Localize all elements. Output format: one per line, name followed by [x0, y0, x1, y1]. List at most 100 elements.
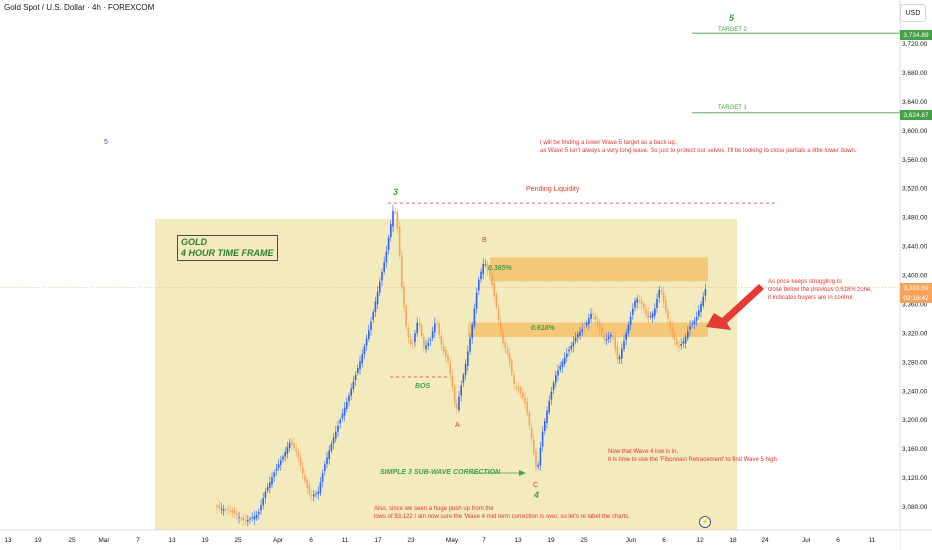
candle-body: [656, 299, 658, 309]
candle-body: [418, 323, 421, 326]
candle-body: [581, 329, 583, 332]
y-tick-label: 3,360.00: [902, 301, 928, 308]
candle-body: [286, 447, 289, 454]
candle-body: [614, 337, 616, 349]
currency-button[interactable]: USD: [900, 4, 926, 22]
candle-body: [654, 308, 656, 316]
candle-body: [570, 345, 572, 350]
candle-body: [271, 477, 273, 485]
candle-body: [482, 263, 484, 274]
candle-body: [557, 370, 559, 376]
candle-body: [253, 516, 256, 520]
candle-body: [405, 306, 407, 327]
candle-body: [220, 508, 223, 510]
candle-body: [251, 517, 253, 519]
candle-body: [352, 381, 355, 390]
candle-body: [354, 374, 357, 381]
note-relabel-line2: lows of $3,122 I am now sure the 'Wave 4…: [374, 514, 630, 520]
candle-body: [643, 303, 645, 309]
x-tick-label: 6: [662, 537, 666, 544]
candle-body: [689, 326, 691, 330]
candle-body: [623, 340, 625, 350]
candle-body: [566, 353, 568, 358]
candle-body: [693, 320, 696, 324]
wave-a-label: A: [455, 422, 460, 429]
y-tick-label: 3,520.00: [902, 186, 928, 193]
x-tick-label: 23: [407, 537, 415, 544]
candle-body: [343, 407, 346, 416]
candle-body: [618, 356, 621, 360]
candle-body: [698, 310, 700, 317]
candle-body: [658, 289, 660, 298]
candle-body: [423, 336, 425, 347]
note-lower-target: I will be finding a lower Wave 5 target …: [540, 139, 857, 155]
candle-body: [621, 348, 623, 359]
candle-body: [447, 355, 449, 363]
candle-body: [225, 509, 227, 511]
current-price-tag: 3,383.69: [900, 283, 932, 293]
candle-body: [493, 283, 495, 296]
candle-body: [361, 354, 363, 364]
candle-body: [530, 427, 533, 439]
candle-body: [346, 401, 348, 410]
candle-body: [632, 308, 634, 315]
wave-3-label: 3: [393, 187, 399, 197]
candle-body: [524, 397, 526, 404]
candle-body: [574, 337, 577, 342]
note-buyers-control: As price keeps struggling to close below…: [768, 278, 872, 302]
candle-body: [328, 450, 330, 460]
zone-lower-label: 0.618%: [531, 325, 555, 332]
candle-body: [363, 346, 366, 355]
candle-body: [610, 334, 612, 337]
candle-body: [249, 518, 251, 520]
candle-body: [368, 330, 370, 339]
candle-body: [555, 375, 557, 383]
candle-body: [579, 331, 581, 336]
candle-body: [407, 327, 410, 338]
sub-wave-arrow-head: [519, 470, 526, 476]
candle-body: [313, 494, 315, 497]
candle-body: [372, 311, 374, 320]
x-tick-label: 24: [761, 537, 769, 544]
candle-body: [471, 324, 473, 339]
x-tick-label: 11: [342, 537, 349, 544]
note-buyers-control-line1: As price keeps struggling to: [768, 279, 842, 285]
candle-body: [489, 270, 491, 276]
candle-body: [594, 315, 597, 320]
candle-body: [625, 332, 627, 340]
candle-body: [330, 443, 333, 451]
candle-body: [306, 479, 308, 488]
lightning-icon[interactable]: ⚡: [699, 516, 711, 528]
note-buyers-control-line3: it indicates buyers are in control.: [768, 295, 855, 301]
x-tick-label: 13: [514, 537, 522, 544]
candle-body: [528, 412, 531, 426]
y-tick-label: 3,600.00: [902, 128, 928, 135]
candle-body: [456, 403, 458, 409]
candle-body: [458, 396, 460, 411]
candle-body: [508, 352, 511, 363]
candle-body: [275, 468, 278, 471]
candle-body: [687, 331, 689, 339]
candle-body: [451, 375, 454, 387]
candle-body: [332, 437, 335, 444]
x-tick-label: 6: [309, 537, 313, 544]
y-tick-label: 3,320.00: [902, 330, 928, 337]
candle-body: [535, 451, 537, 468]
candle-body: [627, 324, 630, 334]
x-tick-label: 6: [836, 537, 840, 544]
y-tick-label: 3,160.00: [902, 446, 928, 453]
y-tick-label: 3,280.00: [902, 359, 928, 366]
fib-zone: [490, 257, 708, 282]
candle-body: [242, 517, 245, 521]
x-tick-label: Jun: [626, 537, 637, 544]
candle-body: [436, 323, 438, 325]
candle-body: [335, 431, 337, 439]
candle-body: [383, 261, 385, 272]
candle-body: [638, 300, 641, 302]
y-tick-label: 3,640.00: [902, 99, 928, 106]
candle-body: [403, 286, 405, 308]
candle-body: [504, 342, 506, 349]
candle-body: [420, 324, 423, 337]
